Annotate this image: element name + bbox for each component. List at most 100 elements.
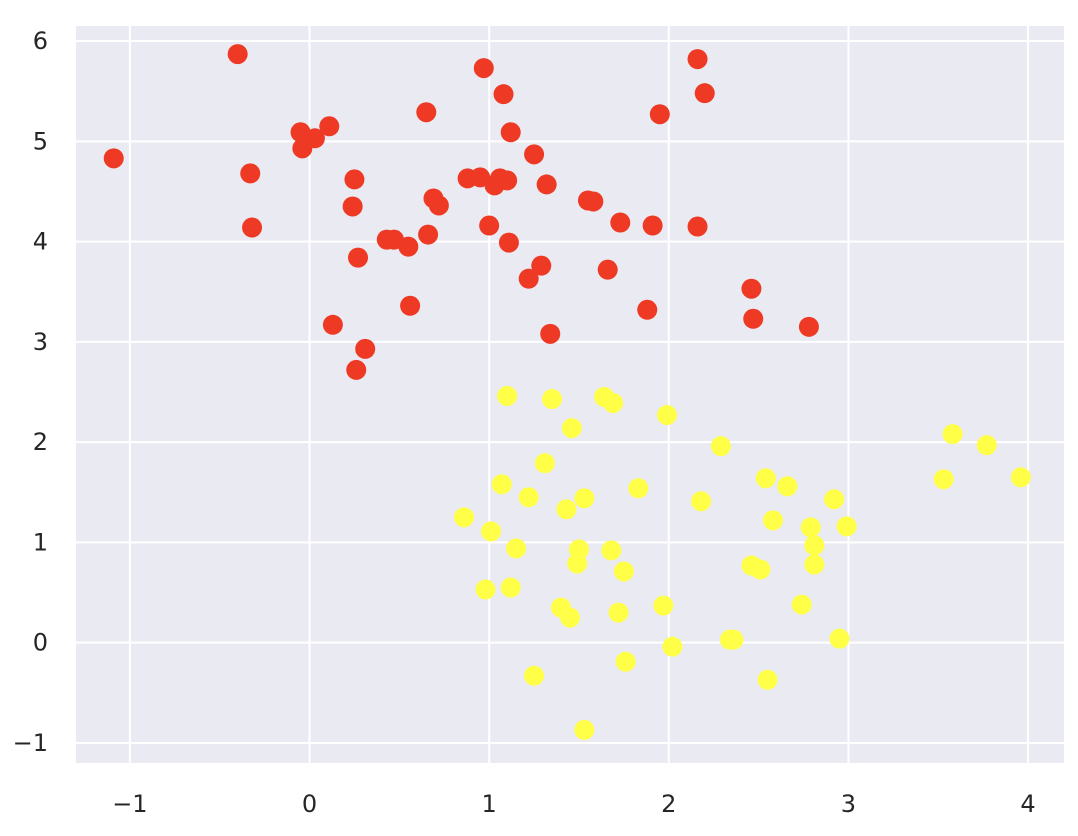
point-series-2 — [976, 435, 997, 456]
y-tick-label: 4 — [33, 228, 48, 256]
point-series-1 — [355, 338, 376, 359]
point-series-1 — [597, 259, 618, 280]
point-series-1 — [531, 255, 552, 276]
point-series-1 — [743, 308, 764, 329]
point-series-2 — [568, 539, 589, 560]
point-series-2 — [762, 510, 783, 531]
y-tick-label: 1 — [33, 528, 48, 556]
point-series-1 — [610, 212, 631, 233]
point-series-1 — [342, 196, 363, 217]
point-series-1 — [687, 49, 708, 70]
point-series-1 — [322, 314, 343, 335]
point-series-1 — [346, 359, 367, 380]
point-series-1 — [583, 191, 604, 212]
points — [103, 44, 1031, 740]
point-series-1 — [687, 216, 708, 237]
point-series-1 — [642, 215, 663, 236]
point-series-2 — [804, 535, 825, 556]
plot-area — [76, 26, 1064, 763]
point-series-1 — [240, 163, 261, 184]
point-series-2 — [757, 669, 778, 690]
point-series-2 — [542, 389, 563, 410]
point-series-2 — [601, 540, 622, 561]
y-tick-label: 2 — [33, 428, 48, 456]
y-tick-label: 6 — [33, 27, 48, 55]
point-series-2 — [933, 469, 954, 490]
point-series-2 — [777, 476, 798, 497]
x-tick-label: 4 — [1020, 790, 1035, 818]
x-tick-label: 0 — [302, 790, 317, 818]
point-series-1 — [524, 144, 545, 165]
point-series-2 — [613, 561, 634, 582]
point-series-2 — [506, 538, 527, 559]
point-series-1 — [536, 174, 557, 195]
point-series-1 — [344, 169, 365, 190]
point-series-2 — [710, 436, 731, 457]
point-series-1 — [400, 295, 421, 316]
x-tick-label: 3 — [841, 790, 856, 818]
point-series-2 — [561, 418, 582, 439]
point-series-1 — [649, 104, 670, 125]
point-series-1 — [418, 224, 439, 245]
point-series-2 — [662, 636, 683, 657]
point-series-1 — [497, 170, 518, 191]
point-series-1 — [428, 195, 449, 216]
point-series-1 — [500, 122, 521, 143]
x-tick-label: −1 — [112, 790, 147, 818]
point-series-2 — [615, 651, 636, 672]
point-series-1 — [348, 247, 369, 268]
point-series-2 — [574, 719, 595, 740]
point-series-1 — [319, 116, 340, 137]
point-series-1 — [479, 215, 500, 236]
point-series-2 — [653, 595, 674, 616]
point-series-2 — [800, 517, 821, 538]
point-series-2 — [691, 491, 712, 512]
point-series-2 — [491, 474, 512, 495]
point-series-1 — [416, 102, 437, 123]
point-series-1 — [473, 58, 494, 79]
point-series-2 — [475, 579, 496, 600]
point-series-1 — [637, 299, 658, 320]
point-series-2 — [500, 577, 521, 598]
y-tick-label: 0 — [33, 629, 48, 657]
point-series-1 — [498, 232, 519, 253]
point-series-1 — [227, 44, 248, 65]
point-series-2 — [829, 628, 850, 649]
x-axis-ticks: −1 0 1 2 3 4 — [112, 790, 1036, 818]
point-series-1 — [304, 128, 325, 149]
point-series-2 — [454, 507, 475, 528]
point-series-2 — [942, 424, 963, 445]
point-series-2 — [804, 554, 825, 575]
y-tick-label: 5 — [33, 127, 48, 155]
point-series-2 — [608, 602, 629, 623]
point-series-2 — [723, 629, 744, 650]
point-series-1 — [103, 148, 124, 169]
point-series-2 — [824, 489, 845, 510]
point-series-2 — [791, 594, 812, 615]
point-series-2 — [574, 488, 595, 509]
point-series-2 — [836, 516, 857, 537]
point-series-2 — [755, 468, 776, 489]
point-series-2 — [1010, 467, 1031, 488]
point-series-1 — [741, 278, 762, 299]
point-series-2 — [518, 487, 539, 508]
point-series-2 — [556, 499, 577, 520]
point-series-1 — [518, 268, 539, 289]
grid — [76, 26, 1064, 763]
point-series-2 — [750, 559, 771, 580]
point-series-2 — [603, 393, 624, 414]
x-tick-label: 1 — [482, 790, 497, 818]
y-tick-label: −1 — [13, 729, 48, 757]
point-series-1 — [398, 236, 419, 257]
point-series-2 — [534, 453, 555, 474]
point-series-2 — [524, 665, 545, 686]
point-series-1 — [242, 217, 263, 238]
point-series-1 — [798, 316, 819, 337]
point-series-1 — [694, 83, 715, 104]
point-series-2 — [628, 478, 649, 499]
x-tick-label: 2 — [661, 790, 676, 818]
point-series-2 — [497, 386, 518, 407]
y-axis-ticks: −1 0 1 2 3 4 5 6 — [13, 27, 48, 757]
point-series-2 — [657, 405, 678, 426]
